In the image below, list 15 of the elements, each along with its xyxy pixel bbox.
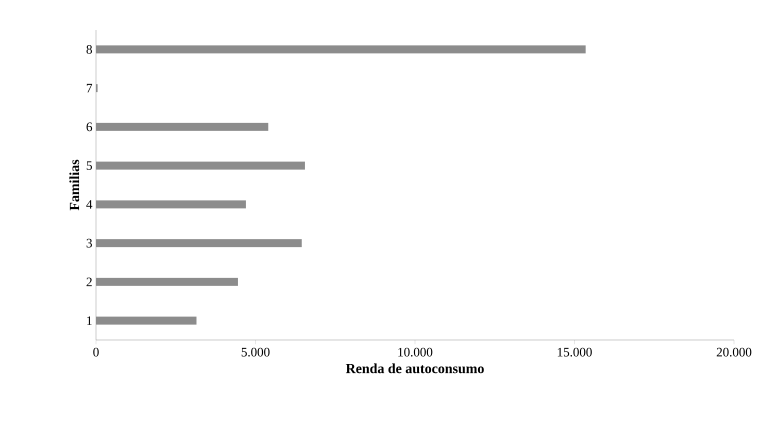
y-tick-label: 5 — [86, 161, 92, 170]
y-tick-label: 1 — [87, 316, 92, 325]
y-tick-label: 8 — [86, 45, 92, 54]
y-tick-label: 2 — [86, 278, 92, 286]
x-axis-title: Renda de autoconsumo — [346, 363, 484, 374]
y-tick-label: 4 — [86, 200, 92, 209]
x-tick-label: 0 — [93, 348, 99, 357]
x-tick-label: 20.000 — [716, 348, 752, 357]
x-tick-label: 10.000 — [398, 348, 432, 357]
y-tick-label: 6 — [86, 122, 92, 132]
x-tick-label: 5.000 — [242, 348, 270, 357]
y-tick-label: 3 — [86, 238, 92, 248]
y-tick-label: 7 — [86, 84, 92, 92]
x-tick-label: 15.000 — [558, 348, 592, 357]
y-axis-title: Familias — [69, 160, 80, 210]
